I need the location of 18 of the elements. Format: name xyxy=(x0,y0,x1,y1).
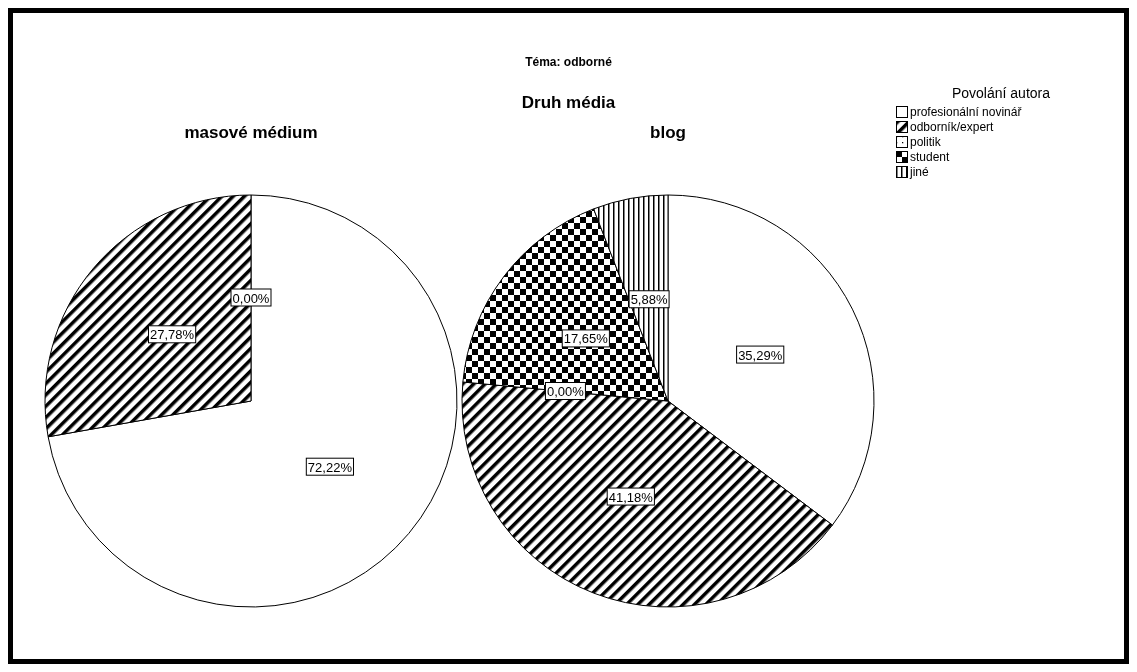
legend-title: Povolání autora xyxy=(950,85,1052,101)
legend-label: profesionální novinář xyxy=(910,104,1022,119)
data-label: 27,78% xyxy=(150,327,195,343)
legend-label: odborník/expert xyxy=(910,119,994,134)
text: 0,00% xyxy=(232,290,270,306)
data-label: 35,29% xyxy=(738,347,783,363)
text: 0,00% xyxy=(547,384,584,399)
data-label: 5,88% xyxy=(630,292,668,308)
chart-subtitle: Druh média xyxy=(521,93,616,112)
data-label: 41,18% xyxy=(608,489,654,505)
slice-label: masové médium xyxy=(183,123,319,143)
data-label: 17,65% xyxy=(563,331,609,347)
chart-title: Téma: odborné xyxy=(524,55,613,69)
legend-label: student xyxy=(910,149,950,164)
slice-label: blog xyxy=(649,123,687,143)
legend-label: jiné xyxy=(910,164,929,179)
data-label: 72,22% xyxy=(307,459,353,475)
legend-label: politik xyxy=(910,134,941,149)
